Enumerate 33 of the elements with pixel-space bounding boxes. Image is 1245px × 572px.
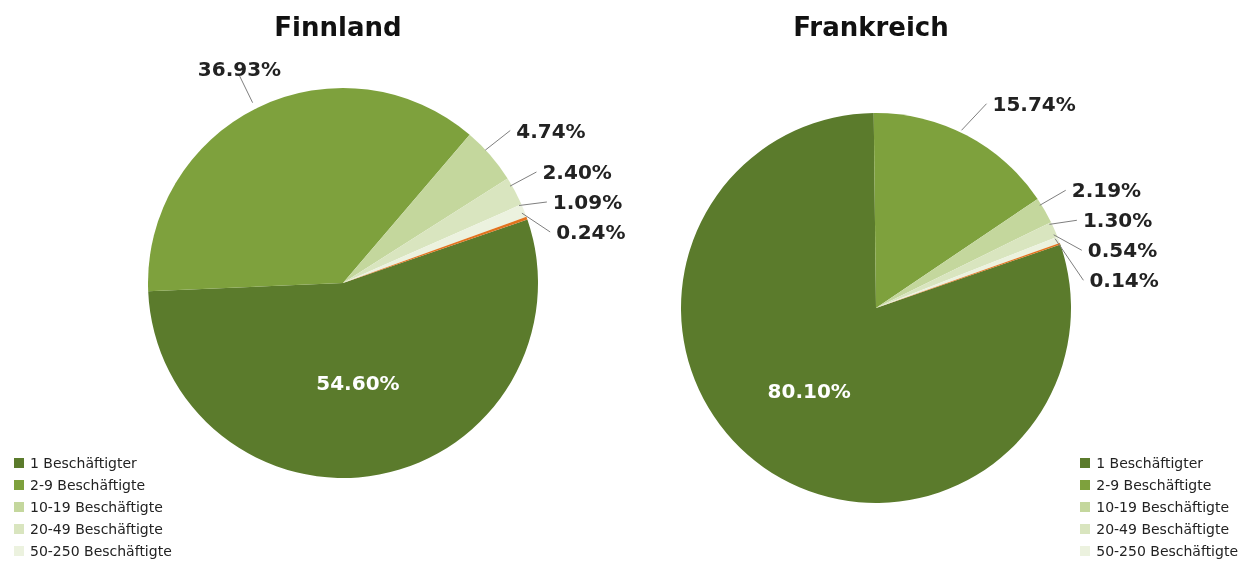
- chart-title: Finnland: [273, 12, 403, 42]
- pie-slice: [876, 222, 1058, 308]
- data-label: 1.30%: [1082, 208, 1153, 233]
- pie-slice: [873, 113, 1038, 308]
- legend-label: 1 Beschäftigter: [30, 455, 137, 471]
- pie-slice: [343, 178, 522, 283]
- data-label: 0.24%: [556, 219, 626, 244]
- pie-slice: [343, 134, 508, 283]
- legend-label: 1 Beschäftigter: [1096, 455, 1204, 471]
- legend-label: 20-49 Beschäftigte: [30, 521, 163, 537]
- legend-label: 50-250 Beschäftigte: [1096, 543, 1238, 559]
- pie-slice: [876, 198, 1052, 308]
- legend-label: 2-9 Beschäftigte: [1096, 477, 1212, 493]
- legend-label: 20-49 Beschäftigte: [1096, 521, 1230, 537]
- data-label: 0.54%: [1087, 238, 1158, 263]
- data-label: 2.40%: [542, 159, 612, 184]
- pie-slice: [681, 113, 1071, 503]
- pie-slice: [148, 219, 538, 478]
- data-label: 15.74%: [992, 91, 1076, 116]
- data-label: 36.93%: [197, 56, 282, 81]
- legend-label: 10-19 Beschäftigte: [1096, 499, 1230, 515]
- data-label: 4.74%: [516, 118, 586, 143]
- data-label: 1.09%: [552, 189, 623, 214]
- data-label: 2.19%: [1071, 178, 1142, 203]
- data-label: 0.14%: [1089, 268, 1159, 293]
- pie-slice: [148, 88, 470, 292]
- chart-title: Frankreich: [792, 12, 950, 42]
- data-label: 80.10%: [767, 378, 851, 403]
- legend-label: 50-250 Beschäftigte: [30, 543, 172, 559]
- legend-label: 10-19 Beschäftigte: [30, 499, 163, 515]
- pie-slice: [343, 204, 527, 283]
- data-label: 54.60%: [316, 371, 400, 396]
- legend-label: 2-9 Beschäftigte: [30, 477, 146, 493]
